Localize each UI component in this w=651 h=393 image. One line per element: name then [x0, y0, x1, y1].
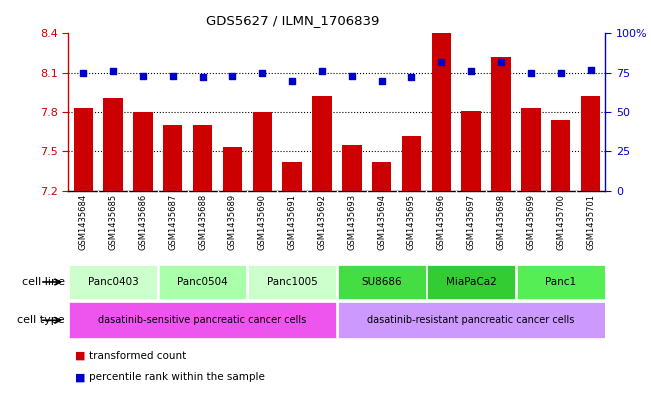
Text: cell line: cell line — [22, 277, 65, 287]
Text: cell type: cell type — [18, 315, 65, 325]
Bar — [338, 302, 605, 338]
Bar — [253, 112, 272, 191]
Text: GSM1435694: GSM1435694 — [377, 194, 386, 250]
Text: Panc1: Panc1 — [545, 277, 576, 287]
Text: GSM1435688: GSM1435688 — [198, 194, 207, 250]
Text: percentile rank within the sample: percentile rank within the sample — [89, 372, 265, 382]
Text: GSM1435685: GSM1435685 — [109, 194, 118, 250]
Bar — [342, 145, 361, 191]
Text: GSM1435700: GSM1435700 — [556, 194, 565, 250]
Bar — [69, 265, 157, 299]
Text: ■: ■ — [75, 351, 85, 361]
Point — [197, 74, 208, 81]
Bar — [492, 57, 510, 191]
Point — [496, 59, 506, 65]
Point — [525, 70, 536, 76]
Text: GSM1435684: GSM1435684 — [79, 194, 88, 250]
Bar — [69, 302, 336, 338]
Point — [78, 70, 89, 76]
Text: GSM1435693: GSM1435693 — [348, 194, 356, 250]
Point — [376, 77, 387, 84]
Bar — [312, 96, 331, 191]
Point — [346, 73, 357, 79]
Point — [466, 68, 477, 74]
Bar — [193, 125, 212, 191]
Text: GSM1435686: GSM1435686 — [139, 194, 147, 250]
Bar — [248, 265, 336, 299]
Bar — [517, 265, 605, 299]
Bar — [432, 33, 451, 191]
Text: ■: ■ — [75, 372, 85, 382]
Bar — [74, 108, 93, 191]
Bar — [159, 265, 247, 299]
Bar — [133, 112, 152, 191]
Point — [257, 70, 268, 76]
Text: dasatinib-sensitive pancreatic cancer cells: dasatinib-sensitive pancreatic cancer ce… — [98, 315, 307, 325]
Point — [436, 59, 447, 65]
Bar — [402, 136, 421, 191]
Bar — [163, 125, 182, 191]
Bar — [551, 120, 570, 191]
Text: GSM1435697: GSM1435697 — [467, 194, 476, 250]
Point — [317, 68, 327, 74]
Text: SU8686: SU8686 — [361, 277, 402, 287]
Point — [138, 73, 148, 79]
Point — [555, 70, 566, 76]
Text: GSM1435699: GSM1435699 — [527, 194, 535, 250]
Point — [406, 74, 417, 81]
Point — [227, 73, 238, 79]
Bar — [338, 265, 426, 299]
Text: MiaPaCa2: MiaPaCa2 — [446, 277, 497, 287]
Bar — [104, 97, 123, 191]
Text: GSM1435691: GSM1435691 — [288, 194, 297, 250]
Point — [108, 68, 118, 74]
Bar — [427, 265, 515, 299]
Text: Panc0504: Panc0504 — [177, 277, 228, 287]
Bar — [521, 108, 540, 191]
Text: GSM1435687: GSM1435687 — [169, 194, 177, 250]
Text: Panc1005: Panc1005 — [267, 277, 318, 287]
Bar — [283, 162, 302, 191]
Text: transformed count: transformed count — [89, 351, 186, 361]
Text: GSM1435695: GSM1435695 — [407, 194, 416, 250]
Text: GSM1435692: GSM1435692 — [318, 194, 326, 250]
Point — [287, 77, 298, 84]
Bar — [372, 162, 391, 191]
Text: GSM1435701: GSM1435701 — [586, 194, 595, 250]
Point — [585, 66, 596, 73]
Text: GSM1435696: GSM1435696 — [437, 194, 446, 250]
Text: GSM1435689: GSM1435689 — [228, 194, 237, 250]
Text: GSM1435690: GSM1435690 — [258, 194, 267, 250]
Text: GSM1435698: GSM1435698 — [497, 194, 505, 250]
Text: dasatinib-resistant pancreatic cancer cells: dasatinib-resistant pancreatic cancer ce… — [367, 315, 575, 325]
Text: GDS5627 / ILMN_1706839: GDS5627 / ILMN_1706839 — [206, 14, 380, 27]
Text: Panc0403: Panc0403 — [88, 277, 139, 287]
Bar — [223, 147, 242, 191]
Point — [167, 73, 178, 79]
Bar — [462, 111, 481, 191]
Bar — [581, 96, 600, 191]
